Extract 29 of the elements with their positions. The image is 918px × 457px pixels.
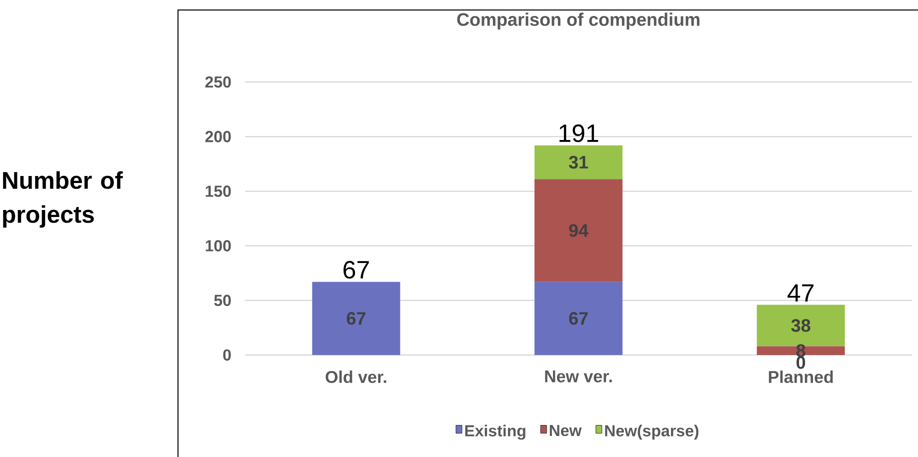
total-label: 47 [788, 284, 814, 302]
x-tick-label: Planned [768, 370, 833, 384]
y-axis-title: Number of projects [3, 171, 123, 228]
x-tick-label: New ver. [545, 370, 612, 382]
bar [756, 346, 845, 355]
bar [534, 145, 622, 180]
legend-label: Existing [465, 424, 526, 440]
y-tick-label: 0 [223, 349, 231, 361]
x-tick-label: Old ver. [326, 370, 386, 384]
y-tick-label: 150 [206, 186, 231, 197]
y-tick-label: 100 [206, 240, 231, 252]
total-label: 191 [560, 124, 598, 142]
bar [312, 282, 400, 355]
data-label: 31 [568, 156, 588, 169]
bar [534, 282, 622, 355]
total-label: 67 [344, 260, 369, 279]
data-label: 8 [796, 344, 806, 357]
y-tick-label: 200 [205, 130, 231, 142]
data-label: 67 [346, 312, 366, 325]
data-label: 0 [796, 356, 806, 369]
data-label: 67 [569, 312, 588, 325]
data-label: 38 [791, 319, 810, 332]
legend-label: New(sparse) [605, 424, 698, 440]
legend-label: New [550, 424, 582, 436]
chart-title: Comparison of compendium [457, 12, 700, 30]
bar [534, 179, 622, 282]
data-label: 94 [569, 224, 588, 237]
y-tick-label: 250 [205, 76, 231, 88]
y-tick-label: 50 [214, 294, 231, 306]
